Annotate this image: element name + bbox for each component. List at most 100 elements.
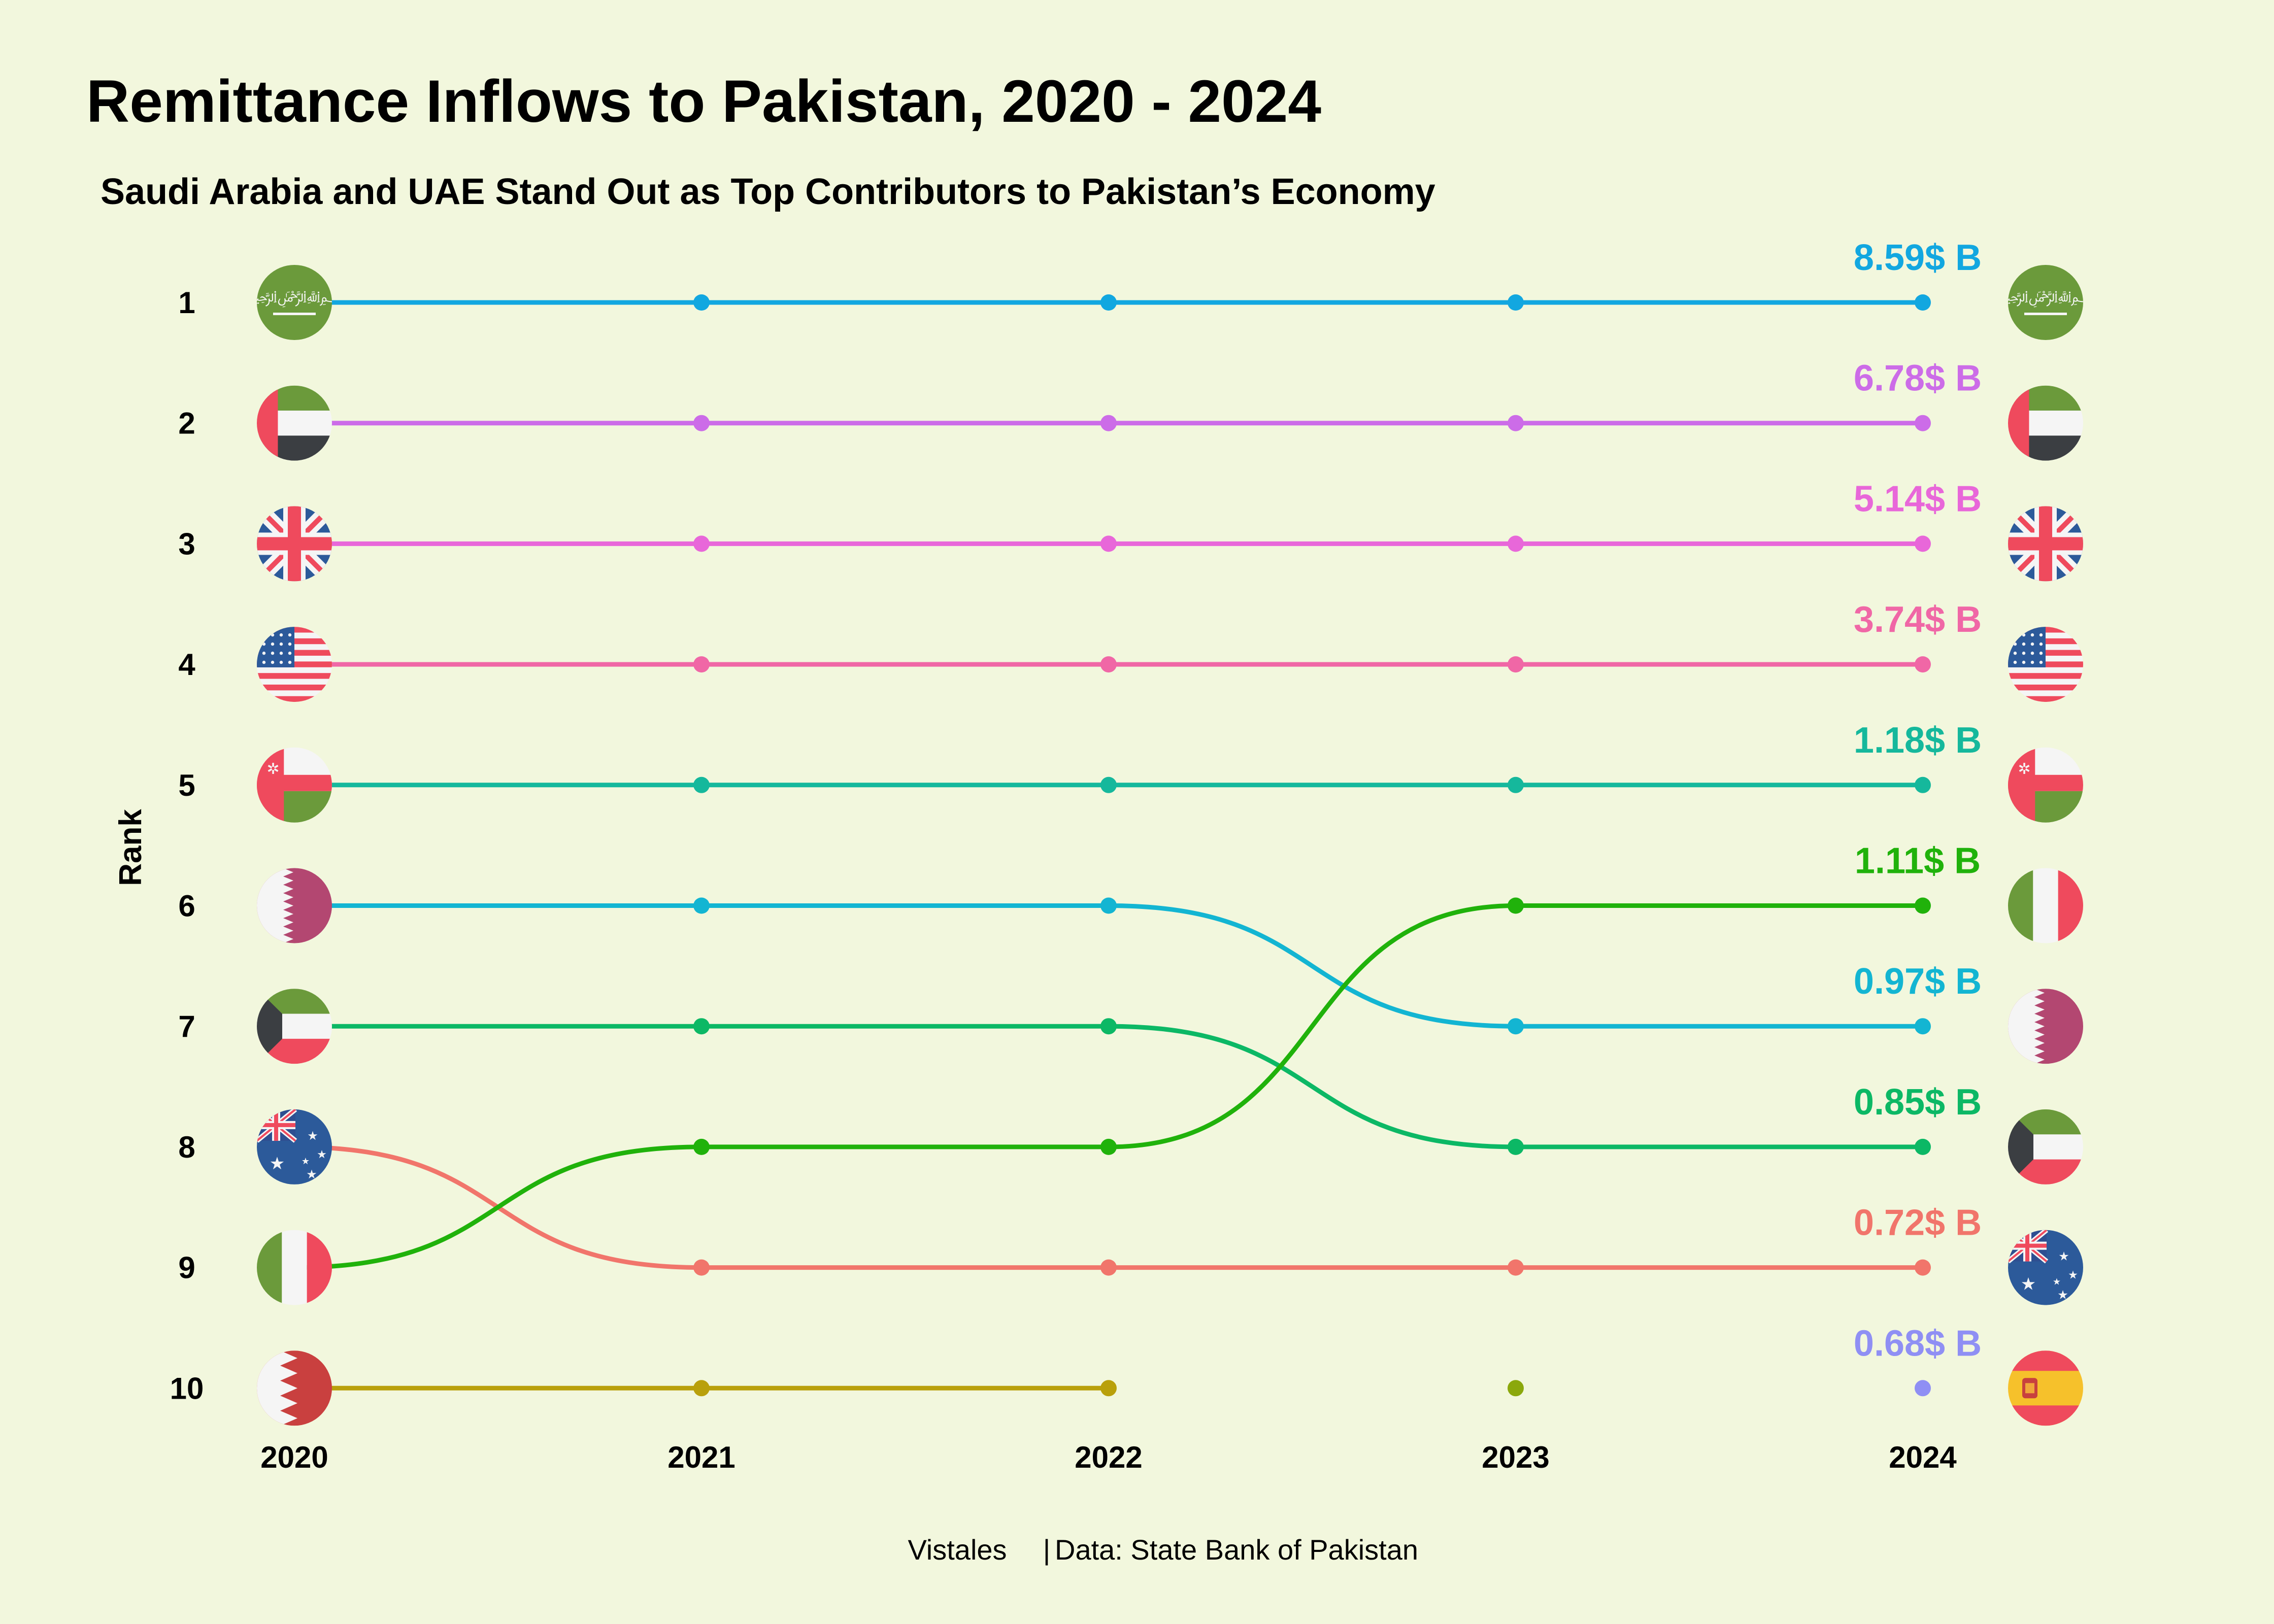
value-label-australia: 0.72$ B: [1854, 1203, 1982, 1243]
uk-flag-icon: [257, 506, 332, 581]
footer-source: Data: State Bank of Pakistan: [1055, 1534, 1418, 1566]
svg-text:★: ★: [2057, 1289, 2068, 1302]
point-italy-2024: [1915, 898, 1931, 914]
rank-tick-4: 4: [178, 648, 195, 682]
svg-text:★: ★: [306, 1168, 317, 1181]
footer-separator: |: [1043, 1534, 1051, 1566]
year-tick-2023: 2023: [1482, 1440, 1549, 1474]
line-qatar: [294, 906, 1923, 1027]
uae-flag-icon: [257, 386, 332, 461]
point-qatar-2023: [1508, 1018, 1524, 1034]
point-spain-2024: [1915, 1380, 1931, 1396]
value-label-usa: 3.74$ B: [1854, 599, 1982, 640]
svg-text:★: ★: [2058, 1250, 2069, 1264]
point-kuwait-2023: [1508, 1139, 1524, 1155]
point-bahrain-2021: [693, 1380, 710, 1396]
footer-brand: Vistales: [908, 1534, 1007, 1566]
kuwait-flag-icon: [2008, 1109, 2083, 1185]
flags-2024: ﷽✲★★★★★: [1987, 265, 2104, 1426]
x-axis-ticks: 2020 2021 2022 2023 2024: [260, 1440, 1957, 1474]
point-usa-2021: [693, 656, 710, 672]
qatar-flag-icon: [2008, 989, 2083, 1064]
line-kuwait: [294, 1026, 1923, 1147]
point-italy-2022: [1100, 1139, 1117, 1155]
point-oman-2021: [693, 777, 710, 793]
year-tick-2021: 2021: [667, 1440, 735, 1474]
rank-tick-7: 7: [178, 1009, 195, 1043]
y-axis-label: Rank: [113, 809, 148, 886]
point-united-kingdom-2024: [1915, 535, 1931, 552]
svg-text:★: ★: [270, 1154, 285, 1173]
rank-tick-6: 6: [178, 889, 195, 923]
bahrain-flag-icon: [257, 1350, 332, 1426]
point-uae-2022: [1100, 415, 1117, 431]
chart-title: Remittance Inflows to Pakistan, 2020 - 2…: [86, 68, 1321, 135]
australia-flag-icon: ★★★★★: [257, 1109, 332, 1185]
point-australia-2021: [693, 1260, 710, 1276]
svg-text:★: ★: [2021, 1275, 2036, 1294]
point-kuwait-2024: [1915, 1139, 1931, 1155]
year-tick-2020: 2020: [260, 1440, 328, 1474]
oman-flag-icon: ✲: [257, 748, 332, 866]
point-qatar-2021: [693, 898, 710, 914]
point-kuwait-2022: [1100, 1018, 1117, 1034]
series-lines: [294, 302, 1923, 1388]
rank-tick-10: 10: [170, 1371, 204, 1405]
svg-text:★: ★: [302, 1156, 310, 1166]
point-kuwait-2021: [693, 1018, 710, 1034]
svg-text:★: ★: [2053, 1277, 2061, 1287]
flags-2020: ﷽✲★★★★★: [236, 265, 353, 1426]
svg-text:﷽: ﷽: [1987, 288, 2104, 308]
value-label-uae: 6.78$ B: [1854, 358, 1982, 399]
oman-flag-icon: ✲: [2008, 748, 2083, 866]
point-uae-2021: [693, 415, 710, 431]
usa-flag-icon: [257, 627, 332, 702]
uae-flag-icon: [2008, 386, 2083, 461]
uk-flag-icon: [2008, 506, 2083, 581]
rank-tick-5: 5: [178, 768, 195, 802]
rank-tick-8: 8: [178, 1130, 195, 1164]
rank-tick-2: 2: [178, 407, 195, 441]
point-united-kingdom-2023: [1508, 535, 1524, 552]
line-australia: [294, 1147, 1923, 1268]
chart-subtitle: Saudi Arabia and UAE Stand Out as Top Co…: [101, 172, 1435, 212]
kuwait-flag-icon: [257, 989, 332, 1064]
point-saudi-arabia-2022: [1100, 294, 1117, 311]
point-usa-2023: [1508, 656, 1524, 672]
svg-text:✲: ✲: [2018, 761, 2030, 777]
value-labels: 8.59$ B 6.78$ B 5.14$ B 3.74$ B 1.18$ B 0.97$…: [1854, 238, 1982, 1364]
rank-tick-9: 9: [178, 1251, 195, 1285]
usa-flag-icon: [2008, 627, 2083, 702]
svg-text:★: ★: [307, 1129, 318, 1143]
svg-text:✲: ✲: [266, 761, 279, 777]
point-bahrain-2022: [1100, 1380, 1117, 1396]
point-saudi-arabia-2023: [1508, 294, 1524, 311]
value-label-united-kingdom: 5.14$ B: [1854, 479, 1982, 519]
value-label-oman: 1.18$ B: [1854, 720, 1982, 761]
value-label-italy: 1.11$ B: [1855, 841, 1981, 882]
point-oman-2024: [1915, 777, 1931, 793]
point-united-kingdom-2022: [1100, 535, 1117, 552]
year-tick-2024: 2024: [1889, 1440, 1957, 1474]
saudi-arabia-flag-icon: ﷽: [1987, 265, 2104, 340]
italy-flag-icon: [2008, 868, 2083, 943]
spain-flag-icon: [2008, 1350, 2083, 1426]
line-italy: [294, 906, 1923, 1268]
point-australia-2023: [1508, 1260, 1524, 1276]
value-label-qatar: 0.97$ B: [1854, 961, 1982, 1002]
point-australia-2022: [1100, 1260, 1117, 1276]
value-label-saudi-arabia: 8.59$ B: [1854, 238, 1982, 278]
svg-text:★: ★: [317, 1148, 327, 1161]
point-rank-10-2023-2023: [1508, 1380, 1524, 1396]
point-saudi-arabia-2024: [1915, 294, 1931, 311]
rank-tick-1: 1: [178, 286, 195, 320]
point-italy-2023: [1508, 898, 1524, 914]
value-label-kuwait: 0.85$ B: [1854, 1082, 1982, 1123]
point-usa-2024: [1915, 656, 1931, 672]
point-oman-2022: [1100, 777, 1117, 793]
value-label-spain: 0.68$ B: [1854, 1323, 1982, 1364]
point-qatar-2024: [1915, 1018, 1931, 1034]
point-saudi-arabia-2021: [693, 294, 710, 311]
y-axis-ticks: 1 2 3 4 5 6 7 8 9 10: [170, 286, 204, 1405]
point-uae-2024: [1915, 415, 1931, 431]
